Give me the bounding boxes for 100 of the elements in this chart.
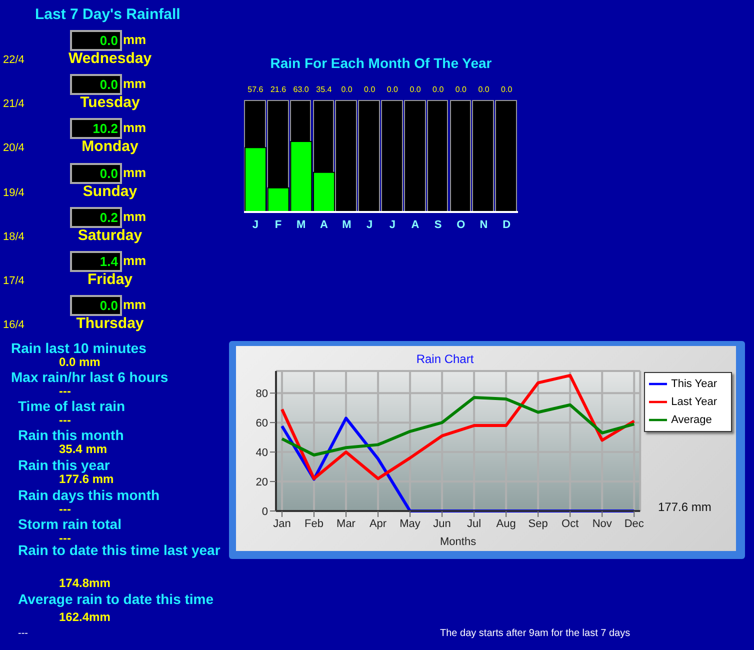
data-label: 0.0 bbox=[364, 85, 376, 94]
x-tick-label: A bbox=[411, 218, 420, 231]
text: mm bbox=[123, 164, 146, 180]
category-label: 17/4 bbox=[3, 275, 24, 287]
text: Rain this year bbox=[18, 457, 111, 473]
y-tick-label: 60 bbox=[256, 417, 268, 430]
text: 177.6 mm bbox=[59, 472, 114, 486]
text: 0.0 mm bbox=[59, 355, 100, 369]
x-tick-label: Dec bbox=[624, 518, 644, 530]
text: 162.4mm bbox=[59, 610, 110, 624]
text: 0.0 bbox=[100, 77, 118, 92]
text: mm bbox=[123, 297, 146, 312]
x-tick-label: Jan bbox=[273, 518, 291, 530]
category-label: Monday bbox=[82, 138, 138, 156]
x-tick-label: D bbox=[502, 218, 511, 231]
text: mm bbox=[123, 253, 146, 268]
x-tick-label: May bbox=[400, 518, 421, 530]
text: Storm rain total bbox=[18, 516, 122, 532]
x-tick-label: M bbox=[342, 218, 352, 231]
text: 10.2 bbox=[92, 121, 118, 136]
text: 0.0 bbox=[100, 298, 118, 314]
category-label: Friday bbox=[87, 271, 132, 288]
text: Rain last 10 minutes bbox=[11, 340, 148, 356]
text: Time of last rain bbox=[18, 398, 126, 414]
x-tick-label: Oct bbox=[562, 518, 579, 530]
x-tick-label: Aug bbox=[496, 518, 516, 530]
data-label: 0.0 bbox=[478, 85, 490, 94]
data-label: 0.0 bbox=[410, 85, 422, 94]
legend-label: Average bbox=[671, 414, 712, 426]
chart-title: Rain Chart bbox=[415, 352, 475, 366]
category-label: 16/4 bbox=[3, 319, 24, 332]
text: 0.0 bbox=[100, 33, 118, 48]
x-tick-label: M bbox=[296, 218, 306, 231]
chart-title: Rain For Each Month Of The Year bbox=[269, 55, 493, 71]
category-label: Saturday bbox=[78, 226, 142, 244]
text: Max rain/hr last 6 hours bbox=[11, 369, 170, 385]
x-tick-label: Sep bbox=[528, 518, 548, 530]
x-tick-label: J bbox=[366, 218, 373, 231]
y-tick-label: 20 bbox=[256, 476, 268, 488]
text: Rain this month bbox=[18, 427, 125, 443]
data-label: 21.6 bbox=[270, 85, 287, 94]
data-label: 0.0 bbox=[455, 85, 468, 94]
text: The day starts after 9am for the last 7 days bbox=[440, 628, 630, 639]
text: mm bbox=[123, 76, 146, 92]
category-label: 20/4 bbox=[3, 142, 24, 154]
category-label: 19/4 bbox=[3, 186, 24, 199]
text: 35.4 mm bbox=[59, 442, 108, 456]
data-label: 0.0 bbox=[432, 85, 444, 94]
text: Average rain to date this time bbox=[18, 591, 215, 607]
y-tick-label: 80 bbox=[256, 388, 268, 400]
x-tick-label: J bbox=[389, 218, 396, 231]
x-tick-label: O bbox=[456, 218, 466, 231]
category-label: Sunday bbox=[82, 182, 138, 200]
text: 0.2 bbox=[100, 210, 118, 225]
line-series bbox=[280, 374, 636, 480]
text: Last 7 Day's Rainfall bbox=[35, 6, 180, 23]
text: 177.6 mm bbox=[658, 500, 712, 514]
text: Rain days this month bbox=[18, 487, 161, 503]
line-series bbox=[280, 416, 636, 512]
x-tick-label: S bbox=[434, 218, 442, 231]
x-tick-label: F bbox=[274, 218, 282, 231]
text: mm bbox=[123, 32, 146, 47]
y-tick-label: 0 bbox=[262, 506, 268, 518]
category-label: Tuesday bbox=[80, 94, 140, 112]
x-tick-label: Nov bbox=[592, 518, 612, 530]
legend-label: Last Year bbox=[671, 396, 717, 408]
line-series bbox=[280, 396, 636, 456]
x-tick-label: J bbox=[252, 218, 258, 231]
category-label: 21/4 bbox=[3, 98, 24, 110]
data-label: 57.6 bbox=[248, 85, 264, 94]
x-tick-label: Jun bbox=[433, 518, 451, 530]
y-tick-label: 40 bbox=[256, 446, 268, 459]
x-tick-label: A bbox=[320, 218, 328, 231]
data-label: 63.0 bbox=[293, 85, 310, 94]
data-label: 35.4 bbox=[316, 85, 332, 94]
text: 0.0 bbox=[100, 166, 118, 181]
legend-label: This Year bbox=[671, 378, 717, 390]
text: --- bbox=[59, 531, 71, 545]
category-label: 18/4 bbox=[3, 230, 24, 243]
category-label: Wednesday bbox=[68, 50, 152, 67]
category-label: Thursday bbox=[76, 315, 144, 332]
x-tick-label: N bbox=[480, 218, 488, 231]
category-label: 22/4 bbox=[3, 54, 24, 66]
x-tick-label: Feb bbox=[304, 518, 324, 530]
text: 1.4 bbox=[100, 254, 118, 269]
text: mm bbox=[123, 120, 146, 136]
text: 174.8mm bbox=[59, 576, 110, 590]
text: Rain to date this time last year bbox=[18, 542, 222, 558]
data-label: 0.0 bbox=[386, 85, 399, 94]
data-label: 0.0 bbox=[501, 85, 513, 94]
text: --- bbox=[59, 502, 71, 516]
x-tick-label: Mar bbox=[336, 518, 356, 530]
text: --- bbox=[59, 413, 71, 427]
data-label: 0.0 bbox=[341, 85, 353, 94]
x-tick-label: Jul bbox=[467, 518, 482, 530]
text: mm bbox=[123, 208, 146, 224]
text: --- bbox=[59, 384, 71, 398]
text: --- bbox=[18, 628, 28, 639]
x-axis-title: Months bbox=[440, 536, 477, 548]
x-tick-label: Apr bbox=[369, 518, 387, 530]
